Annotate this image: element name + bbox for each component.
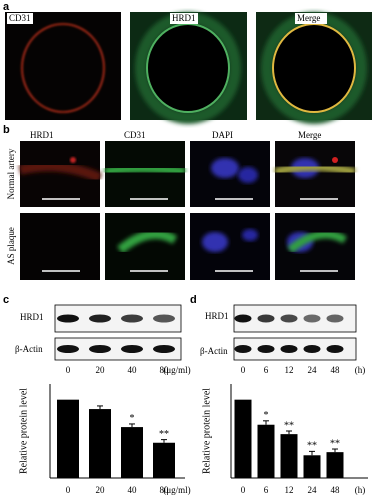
blot-band	[234, 345, 252, 353]
row-label: AS plaque	[6, 227, 16, 265]
blot-band	[89, 314, 111, 323]
bar	[280, 434, 298, 478]
significance: *	[264, 410, 269, 421]
blot-band	[234, 314, 252, 323]
blot-band	[303, 314, 321, 323]
blot-band	[153, 314, 175, 323]
blot-label: β-Actin	[200, 346, 228, 356]
bar	[234, 399, 252, 478]
blot-band	[303, 345, 321, 353]
image-label: CD31	[9, 13, 31, 23]
lane-label: 12	[285, 365, 294, 375]
x-tick-label: 0	[66, 485, 71, 495]
significance: **	[330, 438, 340, 449]
micrograph: HRD1	[130, 12, 247, 124]
x-unit: (h)	[355, 485, 366, 495]
panel-label: a	[3, 1, 10, 13]
image-label: HRD1	[172, 13, 196, 23]
x-tick-label: 20	[96, 485, 106, 495]
bar	[57, 399, 79, 478]
significance: **	[284, 420, 294, 431]
panel-label: c	[3, 294, 9, 306]
significance: **	[307, 441, 317, 452]
micrograph-grid	[18, 141, 356, 280]
x-tick-label: 24	[308, 485, 318, 495]
blot-band	[153, 345, 175, 353]
lane-label: 20	[96, 365, 106, 375]
bar	[303, 455, 321, 478]
bar	[153, 442, 175, 478]
blot-band	[57, 314, 79, 323]
bar	[89, 409, 111, 478]
blot-label: HRD1	[20, 312, 44, 322]
blot-band	[121, 314, 143, 323]
lane-label: 80	[160, 365, 170, 375]
row-label: Normal artery	[6, 148, 16, 199]
blot-band	[257, 314, 275, 323]
blot-band	[57, 345, 79, 353]
column-label: HRD1	[30, 130, 54, 140]
column-label: DAPI	[212, 130, 233, 140]
y-axis-label: Relative protein level	[201, 388, 212, 474]
blot-band	[326, 345, 344, 353]
micrograph: CD31	[5, 12, 121, 120]
bar	[121, 427, 143, 478]
blot-band	[121, 345, 143, 353]
bar	[257, 424, 275, 478]
lane-unit: (h)	[355, 365, 366, 375]
lane-unit: (μg/ml)	[163, 365, 190, 375]
lane-label: 40	[128, 365, 138, 375]
x-tick-label: 40	[128, 485, 138, 495]
lane-label: 0	[241, 365, 246, 375]
column-label: CD31	[124, 130, 146, 140]
blot-band	[280, 314, 298, 323]
x-tick-label: 0	[241, 485, 246, 495]
column-label: Merge	[298, 130, 321, 140]
y-axis-label: Relative protein level	[18, 388, 29, 474]
blot-label: β-Actin	[15, 344, 43, 354]
significance: **	[159, 429, 169, 440]
blot-band	[89, 345, 111, 353]
x-tick-label: 6	[264, 485, 269, 495]
blot-band	[326, 314, 344, 323]
image-label: Merge	[297, 13, 320, 23]
micrograph: Merge	[256, 12, 372, 124]
panel-label: b	[3, 124, 10, 136]
x-unit: (μg/ml)	[163, 485, 190, 495]
panel-label: d	[190, 294, 197, 306]
lane-label: 0	[66, 365, 71, 375]
lane-label: 48	[331, 365, 341, 375]
bar	[326, 452, 344, 478]
lane-label: 6	[264, 365, 269, 375]
blot-label: HRD1	[205, 311, 229, 321]
x-tick-label: 80	[160, 485, 170, 495]
lane-label: 24	[308, 365, 318, 375]
blot	[54, 337, 182, 361]
blot-band	[280, 345, 298, 353]
x-tick-label: 48	[331, 485, 341, 495]
blot-band	[257, 345, 275, 353]
significance: *	[130, 413, 135, 424]
x-tick-label: 12	[285, 485, 294, 495]
